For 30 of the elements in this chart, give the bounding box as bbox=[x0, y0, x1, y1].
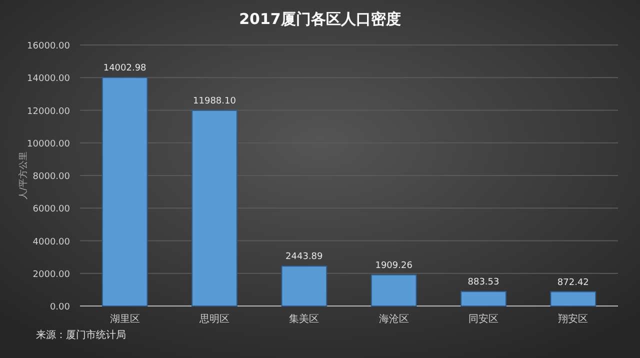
y-tick-label: 0.00 bbox=[50, 302, 70, 312]
y-tick-label: 6000.00 bbox=[32, 204, 70, 215]
data-label: 883.53 bbox=[468, 278, 500, 288]
bar bbox=[102, 77, 148, 306]
bar bbox=[370, 274, 417, 306]
data-label: 14002.98 bbox=[103, 64, 147, 74]
y-axis-title: 人/平方公里 bbox=[18, 151, 29, 200]
bar bbox=[192, 110, 238, 306]
x-tick-label: 翔安区 bbox=[558, 313, 588, 325]
y-tick-label: 10000.00 bbox=[27, 139, 70, 150]
data-label: 872.42 bbox=[557, 278, 589, 288]
data-label: 2443.89 bbox=[286, 252, 324, 262]
x-tick-label: 海沧区 bbox=[378, 313, 409, 325]
x-tick-label: 思明区 bbox=[198, 314, 230, 325]
x-tick-label: 湖里区 bbox=[110, 313, 140, 325]
y-tick-label: 4000.00 bbox=[32, 237, 70, 248]
y-tick-label: 12000.00 bbox=[27, 106, 70, 117]
data-label: 1909.26 bbox=[375, 260, 413, 271]
bar bbox=[550, 291, 596, 306]
source-note: 来源：厦门市统计局 bbox=[36, 329, 126, 341]
data-label: 11988.10 bbox=[193, 96, 236, 106]
y-tick-label: 2000.00 bbox=[32, 270, 70, 280]
y-tick-label: 8000.00 bbox=[32, 172, 70, 182]
y-tick-label: 16000.00 bbox=[27, 42, 70, 52]
x-tick-label: 集美区 bbox=[289, 313, 320, 325]
x-tick-label: 同安区 bbox=[468, 313, 498, 325]
bar bbox=[281, 266, 328, 306]
chart-title: 2017厦门各区人口密度 bbox=[239, 10, 401, 28]
y-tick-label: 14000.00 bbox=[27, 74, 70, 84]
bar bbox=[460, 291, 506, 306]
